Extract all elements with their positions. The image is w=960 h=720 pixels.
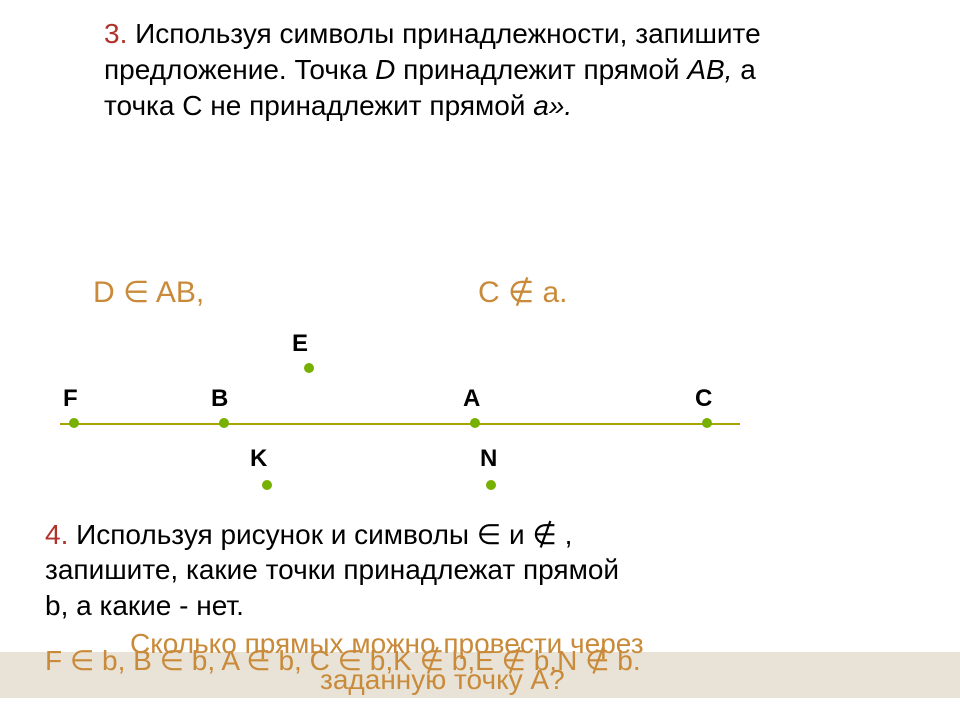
point-label-E: E: [292, 330, 308, 358]
answer3-right: C ∉ a.: [478, 275, 568, 310]
task3-l1: Используя символы принадлежности, запиши…: [127, 18, 760, 49]
point-label-F: F: [63, 385, 78, 413]
answer4: F ∈ b, B ∈ b, A ∈ b, C ∈ b,K ∉ b,E ∉ b,N…: [45, 644, 641, 677]
task4-line3: b, а какие - нет.: [45, 590, 244, 622]
task4-line2: запишите, какие точки принадлежат прямой: [45, 554, 619, 586]
point-F: [69, 418, 79, 428]
answer3-left: D ∈ AB,: [93, 275, 204, 310]
task3-line2: предложение. Точка D принадлежит прямой …: [104, 54, 756, 86]
task4-l1: Используя рисунок и символы ∈ и ∉ ,: [68, 519, 572, 550]
point-label-A: A: [463, 385, 480, 413]
task3-number: 3.: [104, 18, 127, 49]
point-B: [219, 418, 229, 428]
point-label-C: C: [695, 385, 712, 413]
task4-line1: 4. Используя рисунок и символы ∈ и ∉ ,: [45, 518, 572, 551]
point-N: [486, 480, 496, 490]
task3-line1: 3. Используя символы принадлежности, зап…: [104, 18, 761, 50]
point-C: [702, 418, 712, 428]
point-A: [470, 418, 480, 428]
diagram-line: [60, 423, 740, 425]
task4-number: 4.: [45, 519, 68, 550]
point-E: [304, 363, 314, 373]
point-label-K: K: [250, 445, 267, 473]
task3-line3: точка С не принадлежит прямой a».: [104, 90, 572, 122]
point-K: [262, 480, 272, 490]
point-label-B: B: [211, 385, 228, 413]
point-label-N: N: [480, 445, 497, 473]
